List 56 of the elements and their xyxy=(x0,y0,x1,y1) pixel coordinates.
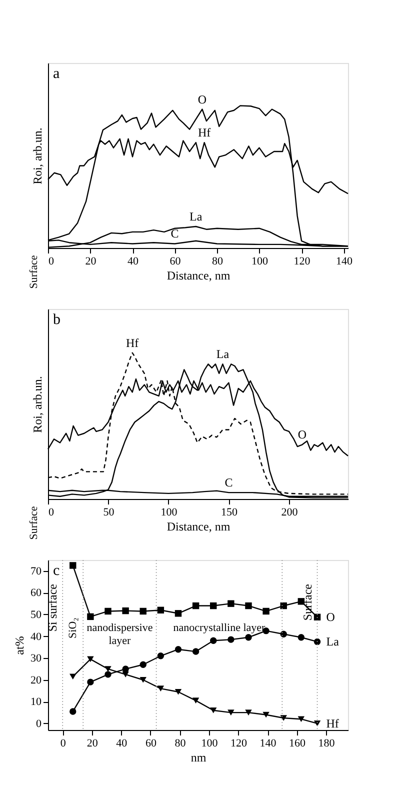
annotation: nanocrystalline layer xyxy=(173,622,266,634)
y-tick-label: 10 xyxy=(30,696,42,708)
x-tick-label: 100 xyxy=(160,506,178,518)
annotation: nanodispersive layer xyxy=(86,622,153,647)
x-tick-label: 0 xyxy=(60,738,66,750)
x-tick-label: 40 xyxy=(128,256,140,268)
y-tick-label: 50 xyxy=(30,608,42,621)
chart-title: b xyxy=(53,312,60,328)
x-tick-label: 180 xyxy=(318,738,336,750)
x-axis-title: Distance, nm xyxy=(166,520,231,534)
annotation: Hf xyxy=(326,716,339,730)
annotation: La xyxy=(326,634,340,649)
annotation: La xyxy=(216,347,230,362)
x-tick-label: 50 xyxy=(103,506,115,518)
annotation: C xyxy=(224,476,233,490)
x-tick-label: 200 xyxy=(281,506,298,518)
y-axis-title: at% xyxy=(12,636,26,655)
y-tick-label: 20 xyxy=(30,674,42,686)
x-tick-label: 100 xyxy=(201,738,218,750)
x-tick-label: 0 xyxy=(48,256,54,268)
chart-title: a xyxy=(53,66,60,82)
chart-title: c xyxy=(53,563,60,579)
annotation: La xyxy=(190,210,203,224)
annotation: C xyxy=(170,226,179,241)
x-tick-label: 60 xyxy=(145,738,157,750)
y-tick-label: 40 xyxy=(30,630,42,643)
y-tick-label: 70 xyxy=(30,565,42,578)
y-tick-label: 0 xyxy=(36,718,42,730)
x-tick-label: 120 xyxy=(294,256,311,268)
annotation: O xyxy=(326,610,336,624)
annotation: Hf xyxy=(126,336,139,350)
x-tick-label: 100 xyxy=(252,256,269,268)
x-tick-label: 140 xyxy=(260,738,277,750)
x-tick-label: 80 xyxy=(212,256,224,268)
x-axis-title: Distance, nm xyxy=(166,268,231,282)
x-tick-label: 160 xyxy=(289,738,306,750)
y-axis-title: Roi, arb.un. xyxy=(30,128,44,184)
y-tick-label: 30 xyxy=(30,652,42,665)
x-tick-label: 20 xyxy=(86,738,98,750)
x-tick-label: 0 xyxy=(48,506,54,518)
x-tick-label: 80 xyxy=(174,738,186,750)
text: Surface xyxy=(28,255,40,289)
annotation: O xyxy=(198,92,207,106)
x-tick-label: 40 xyxy=(116,738,128,750)
annotation: Hf xyxy=(198,126,211,140)
x-tick-label: 120 xyxy=(230,738,248,750)
x-tick-label: 60 xyxy=(170,256,182,268)
x-tick-label: 20 xyxy=(85,256,97,268)
y-tick-label: 60 xyxy=(30,587,42,600)
annotation: SiO₂ xyxy=(66,617,79,638)
annotation: O xyxy=(298,428,307,442)
y-axis-title: Roi, arb.un. xyxy=(30,376,44,433)
x-axis-title: nm xyxy=(190,750,207,764)
text: Surface xyxy=(28,506,40,540)
x-tick-label: 140 xyxy=(336,256,354,268)
x-tick-label: 150 xyxy=(220,506,238,518)
